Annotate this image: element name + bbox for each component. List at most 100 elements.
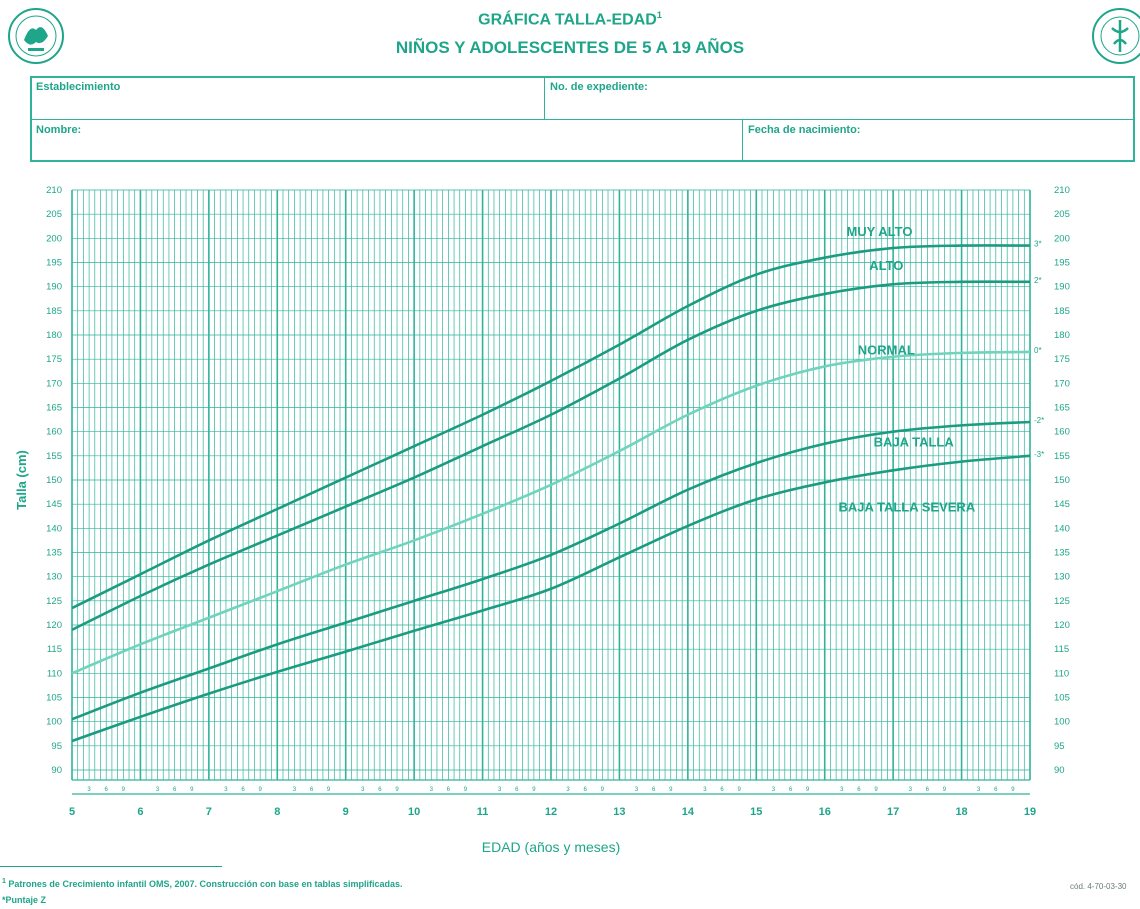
month-tick-label: 3 <box>566 787 570 793</box>
expediente-label: No. de expediente: <box>550 81 648 93</box>
fecha-nacimiento-field[interactable]: Fecha de nacimiento: <box>744 121 1135 163</box>
establecimiento-field[interactable]: Establecimiento <box>32 78 544 120</box>
y-tick-label-right: 155 <box>1054 451 1070 462</box>
y-tick-label-left: 110 <box>47 668 62 679</box>
y-tick-label-left: 180 <box>46 330 62 341</box>
y-tick-label-right: 150 <box>1054 475 1070 486</box>
month-tick-label: 9 <box>806 787 810 793</box>
expediente-field[interactable]: No. de expediente: <box>546 78 1135 120</box>
zscore-label: 0* <box>1034 346 1042 355</box>
y-tick-label-right: 95 <box>1054 741 1065 752</box>
y-tick-label-left: 190 <box>46 282 62 293</box>
x-tick-label: 11 <box>477 806 489 818</box>
y-tick-label-left: 160 <box>46 427 62 438</box>
month-tick-label: 6 <box>994 787 998 793</box>
y-tick-label-left: 95 <box>51 741 62 752</box>
form-col-divider <box>742 120 743 162</box>
y-tick-label-left: 100 <box>46 717 62 728</box>
page-title: GRÁFICA TALLA-EDAD1 <box>478 10 662 29</box>
y-tick-label-left: 135 <box>46 548 62 559</box>
y-tick-label-left: 125 <box>46 596 62 607</box>
y-tick-label-right: 115 <box>1054 644 1069 655</box>
y-tick-label-left: 210 <box>46 185 62 196</box>
x-tick-label: 5 <box>69 806 75 818</box>
month-tick-label: 9 <box>464 787 468 793</box>
month-tick-label: 6 <box>515 787 519 793</box>
x-tick-label: 6 <box>137 806 143 818</box>
form-col-divider <box>544 78 545 120</box>
y-tick-label-left: 150 <box>46 475 62 486</box>
establecimiento-label: Establecimiento <box>36 81 121 93</box>
month-tick-label: 6 <box>378 787 382 793</box>
form-row-divider <box>32 119 1133 120</box>
month-tick-label: 6 <box>447 787 451 793</box>
month-tick-label: 3 <box>293 787 297 793</box>
month-tick-label: 3 <box>224 787 228 793</box>
x-tick-label: 17 <box>887 806 899 818</box>
nombre-field[interactable]: Nombre: <box>32 121 742 163</box>
y-tick-label-left: 170 <box>46 378 62 389</box>
month-tick-label: 9 <box>122 787 126 793</box>
month-tick-label: 9 <box>327 787 331 793</box>
y-tick-label-right: 140 <box>1054 523 1070 534</box>
month-tick-label: 9 <box>532 787 536 793</box>
y-tick-label-left: 165 <box>46 403 62 414</box>
month-tick-label: 9 <box>259 787 263 793</box>
curve-z3 <box>71 244 1031 610</box>
month-tick-label: 3 <box>430 787 434 793</box>
x-tick-label: 16 <box>819 806 831 818</box>
month-tick-label: 9 <box>738 787 742 793</box>
month-tick-label: 9 <box>395 787 399 793</box>
zscore-label: 3* <box>1034 240 1042 249</box>
month-tick-label: 9 <box>874 787 878 793</box>
secretaria-salud-logo <box>1092 8 1140 64</box>
month-tick-label: 3 <box>772 787 776 793</box>
month-tick-label: 6 <box>789 787 793 793</box>
month-tick-label: 3 <box>361 787 365 793</box>
x-tick-label: 13 <box>613 806 625 818</box>
zone-label: BAJA TALLA SEVERA <box>838 500 975 515</box>
page-subtitle: NIÑOS Y ADOLESCENTES DE 5 A 19 AÑOS <box>395 38 745 57</box>
y-tick-label-left: 195 <box>46 258 62 269</box>
y-tick-label-left: 200 <box>46 233 62 244</box>
y-tick-label-left: 120 <box>46 620 62 631</box>
month-tick-label: 3 <box>498 787 502 793</box>
month-tick-label: 3 <box>156 787 160 793</box>
curve-z0 <box>71 350 1031 675</box>
y-tick-label-right: 210 <box>1054 185 1070 196</box>
month-tick-label: 9 <box>669 787 673 793</box>
month-tick-label: 6 <box>241 787 245 793</box>
y-tick-label-right: 90 <box>1054 765 1065 776</box>
y-tick-label-left: 185 <box>46 306 62 317</box>
y-tick-label-right: 190 <box>1054 282 1070 293</box>
patient-form: Establecimiento No. de expediente: Nombr… <box>30 76 1135 162</box>
x-tick-label: 14 <box>682 806 695 818</box>
y-tick-label-right: 130 <box>1054 572 1070 583</box>
zone-label: NORMAL <box>858 343 915 358</box>
month-tick-label: 3 <box>635 787 639 793</box>
zone-label: BAJA TALLA <box>874 434 955 449</box>
curve-z2 <box>71 280 1031 631</box>
y-tick-label-right: 185 <box>1054 306 1070 317</box>
y-tick-label-right: 160 <box>1054 427 1070 438</box>
month-tick-label: 3 <box>909 787 913 793</box>
x-tick-label: 12 <box>545 806 557 818</box>
month-tick-label: 3 <box>977 787 981 793</box>
month-tick-label: 6 <box>584 787 588 793</box>
y-tick-label-right: 170 <box>1054 378 1070 389</box>
y-axis-title: Talla (cm) <box>14 450 29 510</box>
x-tick-label: 18 <box>955 806 967 818</box>
footnote-rule <box>0 866 222 867</box>
footnote: 1 Patrones de Crecimiento infantil OMS, … <box>2 878 403 889</box>
y-tick-label-left: 130 <box>46 572 62 583</box>
month-tick-label: 9 <box>190 787 194 793</box>
month-tick-label: 6 <box>310 787 314 793</box>
y-tick-label-left: 145 <box>46 499 62 510</box>
fecha-nacimiento-label: Fecha de nacimiento: <box>748 124 861 136</box>
month-tick-label: 9 <box>1011 787 1015 793</box>
x-tick-label: 9 <box>343 806 349 818</box>
y-tick-label-left: 105 <box>46 693 62 704</box>
month-tick-label: 6 <box>720 787 724 793</box>
